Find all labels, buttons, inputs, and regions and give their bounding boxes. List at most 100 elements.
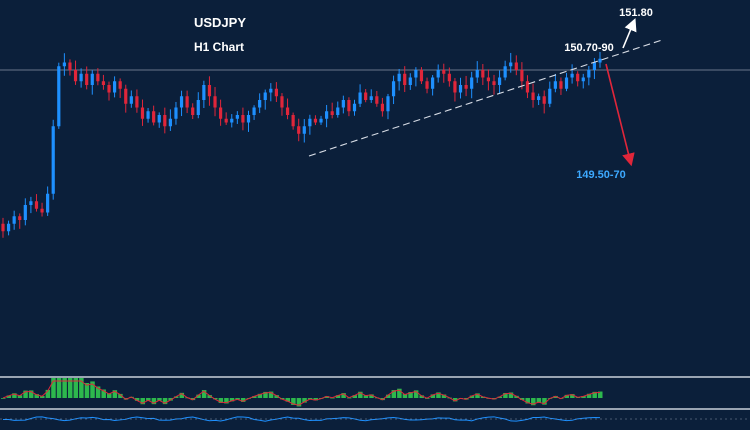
oscillator-bar xyxy=(107,393,112,398)
candle-body xyxy=(419,70,424,82)
oscillator-bar xyxy=(542,398,547,405)
candle-body xyxy=(207,85,212,97)
oscillator-bar xyxy=(12,393,17,398)
oscillator-bar xyxy=(79,378,84,398)
candle-body xyxy=(179,96,184,108)
oscillator-bar xyxy=(257,393,263,398)
candle-body xyxy=(458,85,463,93)
oscillator-bar xyxy=(90,381,95,398)
oscillator-bar xyxy=(218,398,224,403)
candle-body xyxy=(241,115,245,123)
candle-body xyxy=(352,103,357,112)
candle-body xyxy=(163,115,167,127)
oscillator-bar xyxy=(140,398,145,405)
candle-body xyxy=(12,216,16,224)
candle-body xyxy=(475,70,479,78)
oscillator-bar xyxy=(67,378,73,398)
candle-body xyxy=(391,81,396,97)
oscillator-bar xyxy=(291,398,296,405)
candle-body xyxy=(542,96,546,104)
upper-target-label: 151.80 xyxy=(619,7,653,19)
candle-body xyxy=(497,77,502,85)
candle-body xyxy=(34,201,39,209)
arrows xyxy=(605,18,637,167)
candle-body xyxy=(157,115,161,123)
candle-body xyxy=(73,70,78,82)
candle-body xyxy=(520,70,524,82)
candle-body xyxy=(514,62,518,70)
candle-body xyxy=(453,81,457,93)
candle-body xyxy=(587,70,591,78)
candle-body xyxy=(6,223,11,232)
oscillator-bar xyxy=(118,393,123,398)
candle-body xyxy=(202,85,206,100)
candle-body xyxy=(101,81,106,85)
oscillator-bar xyxy=(531,398,536,406)
oscillator-bar xyxy=(341,393,346,398)
candle-body xyxy=(447,73,451,82)
oscillator-bar xyxy=(263,391,268,398)
candle-body xyxy=(325,111,329,119)
oscillator-bar xyxy=(413,390,419,398)
oscillator-bar xyxy=(56,378,62,398)
candle-body xyxy=(308,118,312,127)
candle-body xyxy=(191,107,195,115)
oscillator-bar xyxy=(302,398,307,403)
oscillator-bar xyxy=(296,398,302,407)
oscillator-signal-line xyxy=(2,380,601,406)
candle-body xyxy=(548,88,552,104)
oscillator-bar xyxy=(441,394,447,398)
candle-body xyxy=(414,70,418,78)
oscillator-bar xyxy=(313,398,318,401)
candle-body xyxy=(135,96,139,108)
candle-body xyxy=(230,118,234,123)
oscillator-bar xyxy=(452,398,458,402)
candle-body xyxy=(408,77,412,85)
candle-body xyxy=(263,92,267,100)
candle-body xyxy=(525,81,530,93)
candle-body xyxy=(442,70,446,74)
oscillator-bar xyxy=(224,398,229,404)
oscillator-bar xyxy=(536,398,542,403)
oscillator-bar xyxy=(196,394,201,398)
candle-body xyxy=(79,73,83,82)
candle-body xyxy=(291,115,295,127)
oscillator-bar xyxy=(581,396,586,398)
oscillator-bar xyxy=(95,386,101,398)
oscillator-bar xyxy=(391,390,397,398)
oscillator-bar xyxy=(352,395,358,398)
candle-body xyxy=(425,81,429,89)
oscillator-bar xyxy=(17,395,23,398)
candle-body xyxy=(252,107,256,115)
oscillator-bar xyxy=(436,392,441,398)
candle-body xyxy=(246,115,251,123)
chart-subtitle: H1 Chart xyxy=(194,40,244,54)
oscillator-bar xyxy=(179,392,185,398)
oscillator-bar xyxy=(358,391,363,398)
oscillator-bar xyxy=(363,395,369,398)
oscillator-bar xyxy=(307,398,313,400)
oscillator-bar xyxy=(235,398,240,400)
oscillator-bar xyxy=(28,390,34,398)
oscillator-bar xyxy=(274,395,279,398)
oscillator-bar xyxy=(157,398,162,401)
candle-body xyxy=(302,126,306,134)
candle-body xyxy=(492,81,496,85)
oscillator-bar xyxy=(240,398,246,402)
candle-body xyxy=(285,107,290,115)
oscillator-bar xyxy=(252,396,257,398)
panel-separator-1 xyxy=(0,376,750,378)
oscillator-bar xyxy=(112,390,118,398)
oscillator-bar xyxy=(419,395,424,398)
down-arrow xyxy=(605,63,635,167)
candle-body xyxy=(486,77,491,82)
panel-separator-2 xyxy=(0,408,750,410)
candle-body xyxy=(140,107,145,119)
candle-body xyxy=(341,100,345,108)
candle-body xyxy=(68,62,72,70)
oscillator-bar xyxy=(6,395,12,398)
oscillator-bar xyxy=(385,394,391,398)
candle-body xyxy=(375,96,379,104)
candle-body xyxy=(124,88,128,104)
